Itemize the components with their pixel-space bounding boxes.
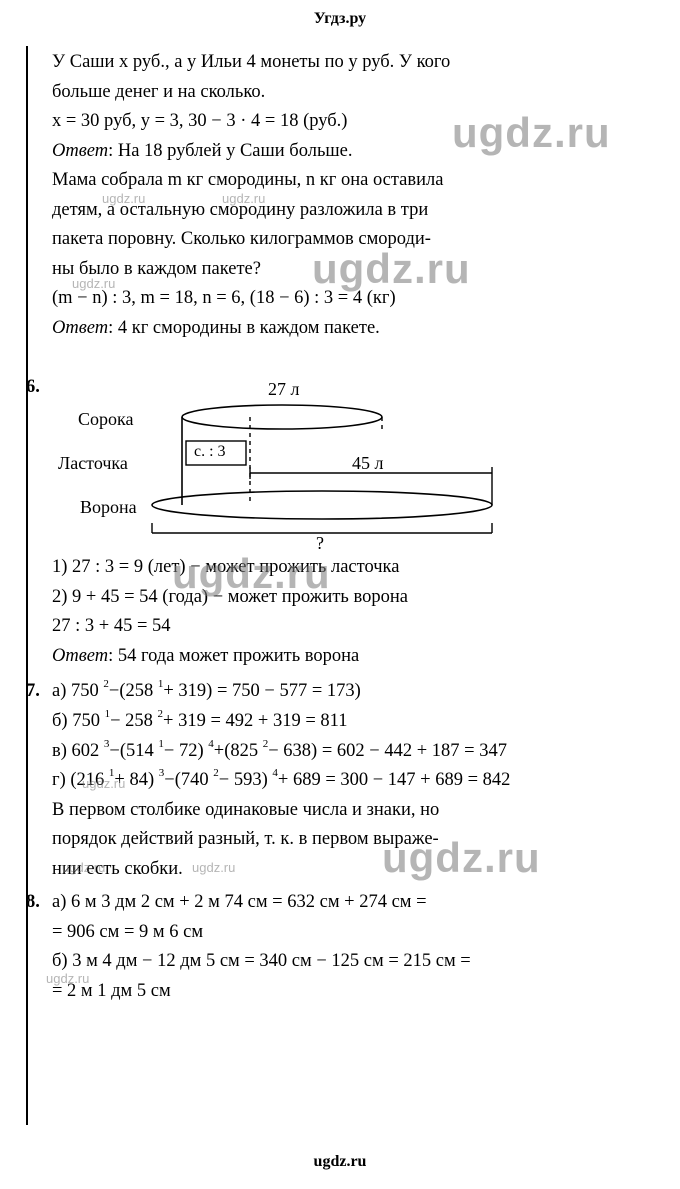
answer-text: : 54 года может прожить ворона [108, 646, 359, 666]
text-line: Ответ: 4 кг смородины в каждом пакете. [52, 316, 652, 342]
problem-number: 8. [26, 890, 40, 916]
bar-diagram: 27 л Сорока с. : 3 Ласточка 45 л Ворона … [72, 375, 652, 555]
text-line: 1) 27 : 3 = 9 (лет) − может прожить ласт… [52, 555, 652, 581]
left-margin-rule [26, 46, 28, 1125]
diagram-label: Сорока [78, 407, 133, 432]
text-line: г) (216 1+ 84) 3−(740 2− 593) 4+ 689 = 3… [52, 768, 652, 794]
text-line: x = 30 руб, y = 3, 30 − 3 · 4 = 18 (руб.… [52, 109, 652, 135]
text-line: а) 750 2−(258 1+ 319) = 750 − 577 = 173) [52, 679, 652, 705]
text-line: б) 750 1− 258 2+ 319 = 492 + 319 = 811 [52, 709, 652, 735]
text-line: а) 6 м 3 дм 2 см + 2 м 74 см = 632 см + … [52, 890, 652, 916]
answer-text: : 4 кг смородины в каждом пакете. [108, 318, 380, 338]
text-line: 27 : 3 + 45 = 54 [52, 614, 652, 640]
problem-number: 7. [26, 679, 40, 705]
answer-text: : На 18 рублей у Саши больше. [108, 141, 352, 161]
text-line: У Саши x руб., а у Ильи 4 монеты по y ру… [52, 50, 652, 76]
text-line: Мама собрала m кг смородины, n кг она ос… [52, 168, 652, 194]
text-line: = 906 см = 9 м 6 см [52, 920, 652, 946]
diagram-label: Ворона [80, 495, 137, 520]
diagram-label: ? [316, 531, 324, 556]
text-line: 2) 9 + 45 = 54 (года) − может прожить во… [52, 585, 652, 611]
text-line: б) 3 м 4 дм − 12 дм 5 см = 340 см − 125 … [52, 949, 652, 975]
answer-label: Ответ [52, 646, 108, 666]
answer-label: Ответ [52, 318, 108, 338]
page-content: У Саши x руб., а у Ильи 4 монеты по y ру… [52, 50, 652, 1009]
text-line: Ответ: На 18 рублей у Саши больше. [52, 139, 652, 165]
text-line: Ответ: 54 года может прожить ворона [52, 644, 652, 670]
diagram-label: с. : 3 [194, 441, 226, 463]
text-line: нии есть скобки. [52, 857, 652, 883]
diagram-label: 27 л [268, 377, 299, 402]
text-line: пакета поровну. Сколько килограммов смор… [52, 227, 652, 253]
text-line: (m − n) : 3, m = 18, n = 6, (18 − 6) : 3… [52, 286, 652, 312]
answer-label: Ответ [52, 141, 108, 161]
page-header: Угдз.ру [0, 0, 680, 36]
text-line: = 2 м 1 дм 5 см [52, 979, 652, 1005]
text-line: порядок действий разный, т. к. в первом … [52, 827, 652, 853]
text-line: в) 602 3−(514 1− 72) 4+(825 2− 638) = 60… [52, 739, 652, 765]
text-line: В первом столбике одинаковые числа и зна… [52, 798, 652, 824]
problem-number: 6. [26, 375, 40, 401]
diagram-label: Ласточка [58, 451, 128, 476]
text-line: детям, а остальную смородину разложила в… [52, 198, 652, 224]
text-line: больше денег и на сколько. [52, 80, 652, 106]
text-line: ны было в каждом пакете? [52, 257, 652, 283]
page-footer: ugdz.ru [0, 1153, 680, 1171]
diagram-label: 45 л [352, 451, 383, 476]
